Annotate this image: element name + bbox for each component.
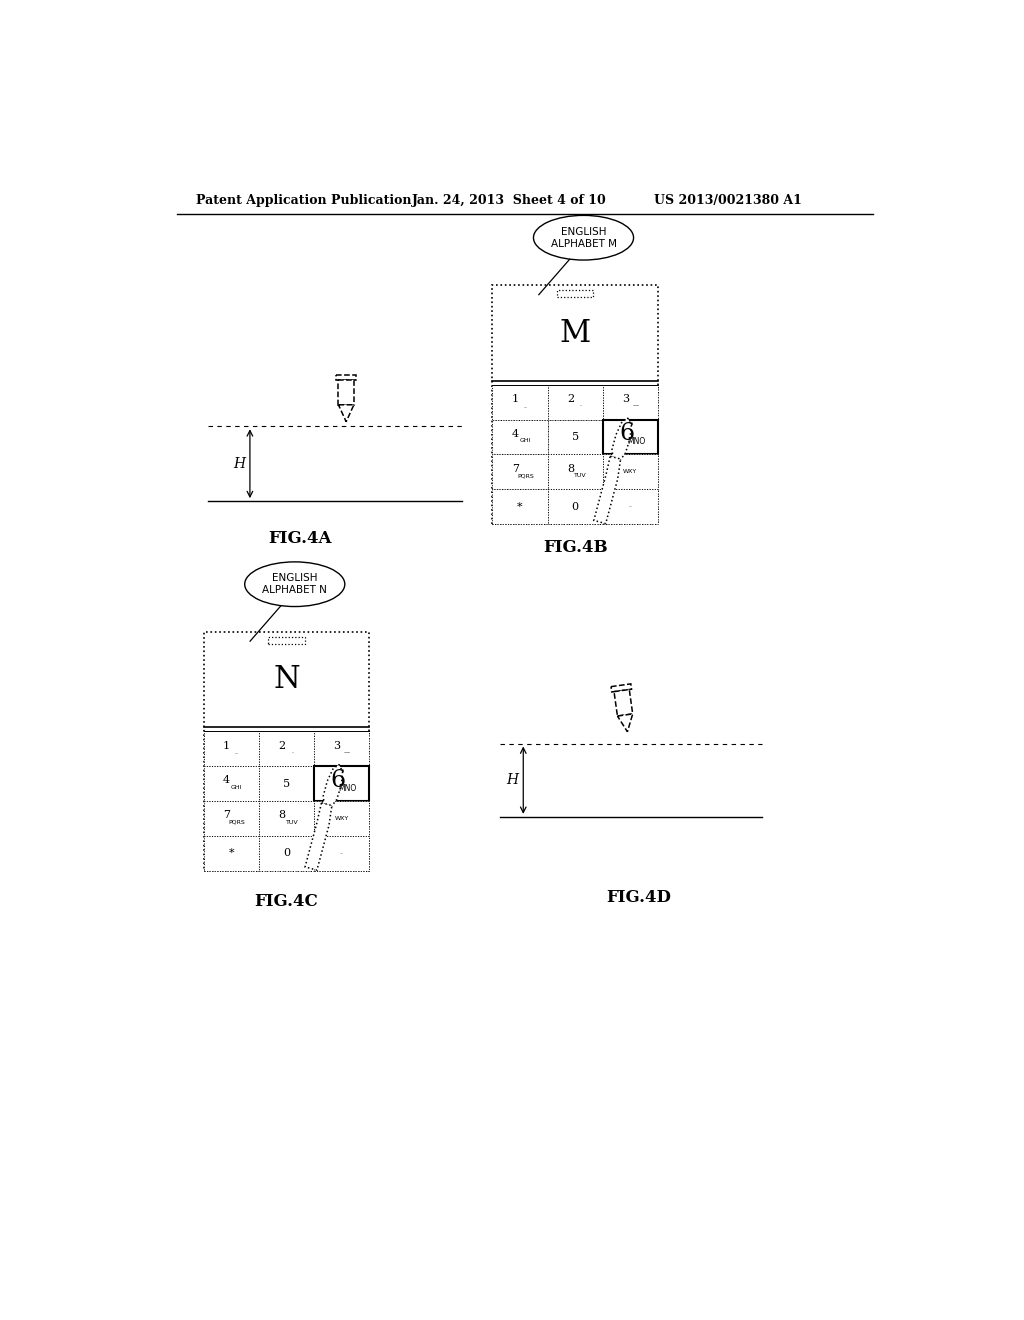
Text: N: N [273,664,300,696]
Bar [314,731,370,766]
Text: 6: 6 [618,422,634,445]
Text: MNO: MNO [628,437,646,446]
Bar [314,766,370,801]
Text: WXY: WXY [335,816,349,821]
Text: 4: 4 [223,775,230,785]
Text: TUV: TUV [574,474,587,478]
Polygon shape [612,418,631,459]
Text: US 2013/0021380 A1: US 2013/0021380 A1 [654,194,802,207]
Text: M: M [560,318,591,348]
Polygon shape [324,764,342,807]
Text: PQRS: PQRS [517,474,534,478]
Bar [314,801,370,836]
Bar [548,420,603,454]
Polygon shape [594,457,621,524]
Text: MNO: MNO [339,784,357,793]
Text: 1: 1 [512,395,519,404]
Text: ENGLISH
ALPHABET M: ENGLISH ALPHABET M [551,227,616,248]
Text: GHI: GHI [520,438,531,444]
Text: H: H [233,457,245,471]
Text: ··: ·· [340,850,344,855]
Bar [548,385,603,420]
Polygon shape [339,405,354,422]
Polygon shape [617,714,633,731]
Bar [493,454,548,490]
Bar [259,836,314,871]
Text: GHI: GHI [231,785,243,789]
Bar [204,836,259,871]
Text: FIG.4C: FIG.4C [255,892,318,909]
Text: 6: 6 [331,770,345,792]
Text: Patent Application Publication: Patent Application Publication [196,194,412,207]
Bar [548,490,603,524]
Text: 4: 4 [512,429,519,440]
Bar [548,454,603,490]
Text: *: * [517,502,523,512]
Text: 3: 3 [623,395,630,404]
Bar [557,290,594,297]
Bar [493,490,548,524]
Text: WXY: WXY [624,470,638,474]
Bar [204,632,370,871]
Text: 8: 8 [567,463,574,474]
Text: ·: · [580,404,582,409]
Text: ENGLISH
ALPHABET N: ENGLISH ALPHABET N [262,573,328,595]
Ellipse shape [245,562,345,607]
Text: PQRS: PQRS [228,820,245,825]
Bar [603,454,658,490]
Text: 0: 0 [571,502,579,512]
Polygon shape [336,375,356,380]
Text: 5: 5 [571,432,579,442]
Text: ..: .. [523,404,527,409]
Text: —: — [344,750,350,755]
Text: ·: · [291,750,293,755]
Text: 5: 5 [283,779,290,788]
Text: 2: 2 [567,395,574,404]
Text: ··: ·· [629,504,633,510]
Bar [259,766,314,801]
Text: 3: 3 [334,741,341,751]
Text: 2: 2 [279,741,286,751]
Bar [603,420,658,454]
Text: FIG.4A: FIG.4A [268,529,332,546]
Bar [204,731,259,766]
Bar [259,801,314,836]
Polygon shape [611,684,632,692]
Text: 1: 1 [223,741,230,751]
Bar [204,766,259,801]
Bar [314,836,370,871]
Bar [259,731,314,766]
Bar [493,285,658,524]
Bar [603,420,658,454]
Polygon shape [339,380,354,405]
Bar [603,490,658,524]
Polygon shape [614,689,633,715]
Text: ..: .. [234,750,239,755]
Text: Jan. 24, 2013  Sheet 4 of 10: Jan. 24, 2013 Sheet 4 of 10 [412,194,606,207]
Text: 7: 7 [223,810,230,820]
Text: H: H [507,774,518,787]
Text: FIG.4B: FIG.4B [543,539,607,556]
Polygon shape [305,803,332,870]
Text: TUV: TUV [286,820,298,825]
Text: FIG.4D: FIG.4D [606,890,672,906]
Ellipse shape [534,215,634,260]
Text: 0: 0 [283,849,290,858]
Bar [493,385,548,420]
Text: *: * [228,849,234,858]
Bar [268,636,305,644]
Text: 7: 7 [512,463,519,474]
Bar [314,766,370,801]
Bar [204,801,259,836]
Bar [493,420,548,454]
Bar [603,385,658,420]
Text: 8: 8 [279,810,286,820]
Text: —: — [633,404,639,409]
